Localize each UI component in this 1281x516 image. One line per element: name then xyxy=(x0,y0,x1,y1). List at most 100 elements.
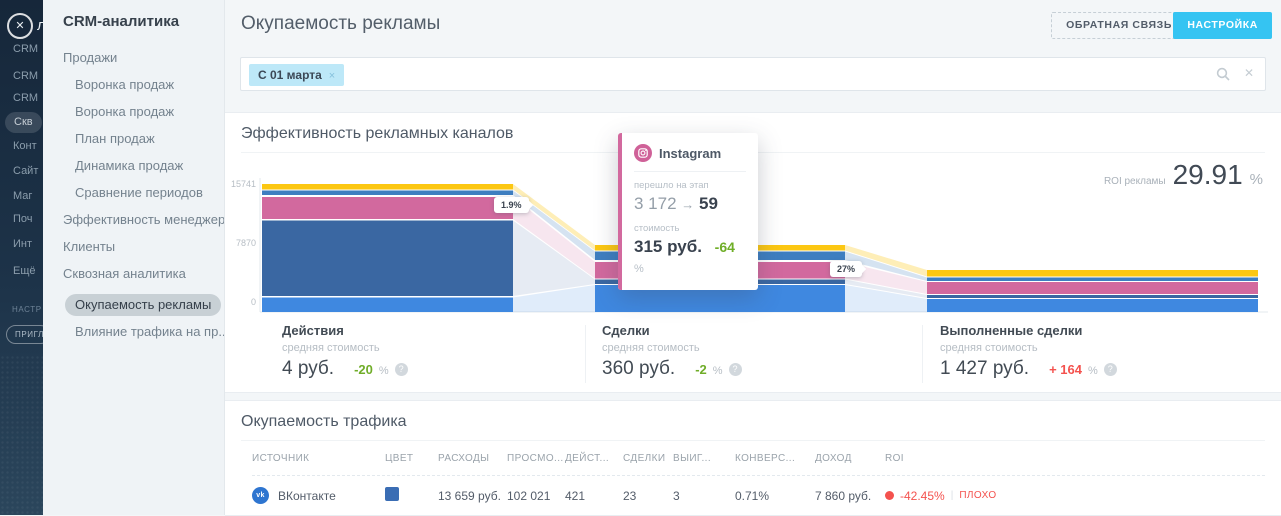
conversion-label-1: 1.9% xyxy=(494,197,529,213)
roi-summary: ROI рекламы 29.91 % xyxy=(1104,159,1263,191)
menu-item-funnel-1[interactable]: Воронка продаж xyxy=(75,77,175,92)
transition-yellow-2 xyxy=(845,245,927,277)
page-title: Окупаемость рекламы xyxy=(241,13,441,34)
bar-won-vk[interactable] xyxy=(927,295,1258,298)
col-expenses[interactable]: РАСХОДЫ xyxy=(438,453,490,464)
deals-cell: 23 xyxy=(623,488,637,503)
traffic-payback-panel: Окупаемость трафика ИСТОЧНИК ЦВЕТ РАСХОД… xyxy=(225,400,1281,516)
expenses-cell: 13 659 руб. xyxy=(438,488,501,503)
bar-actions-instagram[interactable] xyxy=(262,197,513,219)
date-filter-label: С 01 марта xyxy=(258,68,322,82)
col-views[interactable]: ПРОСМО... xyxy=(507,453,564,464)
traffic-table: ИСТОЧНИК ЦВЕТ РАСХОДЫ ПРОСМО... ДЕЙСТ...… xyxy=(252,453,1265,504)
sidebar-item-active[interactable]: Скв xyxy=(5,112,42,133)
filter-search-bar[interactable]: С 01 марта × ✕ xyxy=(240,57,1266,91)
value-from: 3 172 xyxy=(634,194,677,213)
chip-remove-icon[interactable]: × xyxy=(328,70,336,82)
transition-brightblue-2 xyxy=(845,285,927,312)
channel-tooltip: Instagram перешло на этап 3 172 → 59 сто… xyxy=(618,133,758,290)
divider xyxy=(634,171,746,172)
col-actions[interactable]: ДЕЙСТ... xyxy=(565,453,610,464)
menu-item-sales-dynamics[interactable]: Динамика продаж xyxy=(75,158,184,173)
income-cell: 7 860 руб. xyxy=(815,488,872,503)
bar-won-yellow[interactable] xyxy=(927,270,1258,277)
bar-actions-blue[interactable] xyxy=(262,190,513,196)
table-row-vkontakte[interactable]: vk ВКонтакте 13 659 руб. 102 021 421 23 … xyxy=(252,476,1265,504)
tooltip-source-name: Instagram xyxy=(659,145,722,161)
bar-won-instagram[interactable] xyxy=(927,282,1258,294)
bar-actions-vk[interactable] xyxy=(262,220,513,297)
vk-icon[interactable]: vk xyxy=(252,487,269,504)
stat-actions: Действия средняя стоимость 4 руб. -20 % … xyxy=(282,323,408,380)
menu-item-clients[interactable]: Клиенты xyxy=(63,239,116,254)
menu-item-sales[interactable]: Продажи xyxy=(63,50,118,65)
search-icon[interactable] xyxy=(1216,67,1231,82)
sidebar-item-mail[interactable]: Поч xyxy=(13,213,33,225)
menu-item-ad-payback[interactable]: Окупаемость рекламы xyxy=(43,294,224,316)
col-source[interactable]: ИСТОЧНИК xyxy=(252,453,310,464)
stat-delta: -2 xyxy=(695,362,707,377)
stat-delta-unit: % xyxy=(378,365,389,377)
tooltip-cost-label: стоимость xyxy=(634,223,680,234)
transition-blue-2 xyxy=(845,251,927,281)
divider xyxy=(241,440,1265,441)
sidebar-item-crm-3[interactable]: CRM xyxy=(13,92,39,104)
col-deals[interactable]: СДЕЛКИ xyxy=(623,453,666,464)
feedback-button[interactable]: ОБРАТНАЯ СВЯЗЬ xyxy=(1051,12,1187,39)
stat-subtitle: средняя стоимость xyxy=(282,342,380,354)
sidebar-item-sites[interactable]: Сайт xyxy=(13,165,39,177)
help-icon[interactable]: ? xyxy=(728,362,742,376)
stat-delta-unit: % xyxy=(1087,365,1098,377)
transition-yellow-1 xyxy=(513,184,595,251)
stat-delta: -20 xyxy=(354,362,373,377)
col-conversion[interactable]: КОНВЕРС... xyxy=(735,453,796,464)
help-icon[interactable]: ? xyxy=(394,362,408,376)
cost-value: 315 руб. xyxy=(634,237,702,256)
chart-section-title: Эффективность рекламных каналов xyxy=(241,125,514,142)
logo-text: л xyxy=(37,17,43,34)
col-roi[interactable]: ROI xyxy=(885,453,904,464)
col-color[interactable]: ЦВЕТ xyxy=(385,453,414,464)
bar-actions-yellow[interactable] xyxy=(262,184,513,190)
transition-brightblue-1 xyxy=(513,285,595,312)
stat-delta: + 164 xyxy=(1049,362,1082,377)
app-logo[interactable]: ✕ л xyxy=(7,13,43,41)
menu-item-traffic-influence[interactable]: Влияние трафика на пр... xyxy=(75,324,225,339)
sidebar-item-crm-1[interactable]: CRM xyxy=(13,43,39,55)
sidebar-item-shop[interactable]: Маг xyxy=(13,190,33,202)
sidebar-item-crm-2[interactable]: CRM xyxy=(13,70,39,82)
analytics-menu: CRM-аналитика Продажи Воронка продаж Вор… xyxy=(43,0,225,515)
transition-darkblue-2 xyxy=(845,279,927,298)
instagram-icon xyxy=(634,144,652,162)
stat-value: 4 руб. xyxy=(282,358,335,379)
settings-button[interactable]: НАСТРОЙКА xyxy=(1173,12,1272,39)
conversion-label-2: 27% xyxy=(830,261,863,277)
stat-value: 360 руб. xyxy=(602,358,676,379)
menu-item-period-compare[interactable]: Сравнение периодов xyxy=(75,185,203,200)
help-icon[interactable]: ? xyxy=(1103,362,1117,376)
menu-item-manager-efficiency[interactable]: Эффективность менеджер... xyxy=(63,212,225,227)
y-tick-zero: 0 xyxy=(251,297,256,307)
sidebar-item-internet[interactable]: Инт xyxy=(13,238,33,250)
value-to: 59 xyxy=(699,194,718,213)
menu-item-sales-plan[interactable]: План продаж xyxy=(75,131,155,146)
stat-delta-unit: % xyxy=(712,365,723,377)
cost-delta: -64 xyxy=(714,239,735,255)
sidebar-item-more[interactable]: Ещё xyxy=(13,265,36,277)
divider xyxy=(585,325,586,383)
col-income[interactable]: ДОХОД xyxy=(815,453,852,464)
bar-won-blue[interactable] xyxy=(927,277,1258,282)
invite-button[interactable]: пригл xyxy=(6,325,43,344)
sidebar-item-contact[interactable]: Конт xyxy=(13,140,37,152)
col-won[interactable]: ВЫИГ... xyxy=(673,453,712,464)
menu-item-funnel-2[interactable]: Воронка продаж xyxy=(75,104,175,119)
conversion-cell: 0.71% xyxy=(735,488,770,503)
bar-actions-brightblue[interactable] xyxy=(262,297,513,313)
menu-item-e2e-analytics[interactable]: Сквозная аналитика xyxy=(63,266,186,281)
tooltip-cost-row: 315 руб. -64 % xyxy=(634,237,746,277)
date-filter-chip[interactable]: С 01 марта × xyxy=(249,64,345,86)
won-cell: 3 xyxy=(673,488,680,503)
clear-search-icon[interactable]: ✕ xyxy=(1243,66,1254,80)
bar-won-brightblue[interactable] xyxy=(927,299,1258,312)
y-tick-max: 15741 xyxy=(231,179,256,189)
